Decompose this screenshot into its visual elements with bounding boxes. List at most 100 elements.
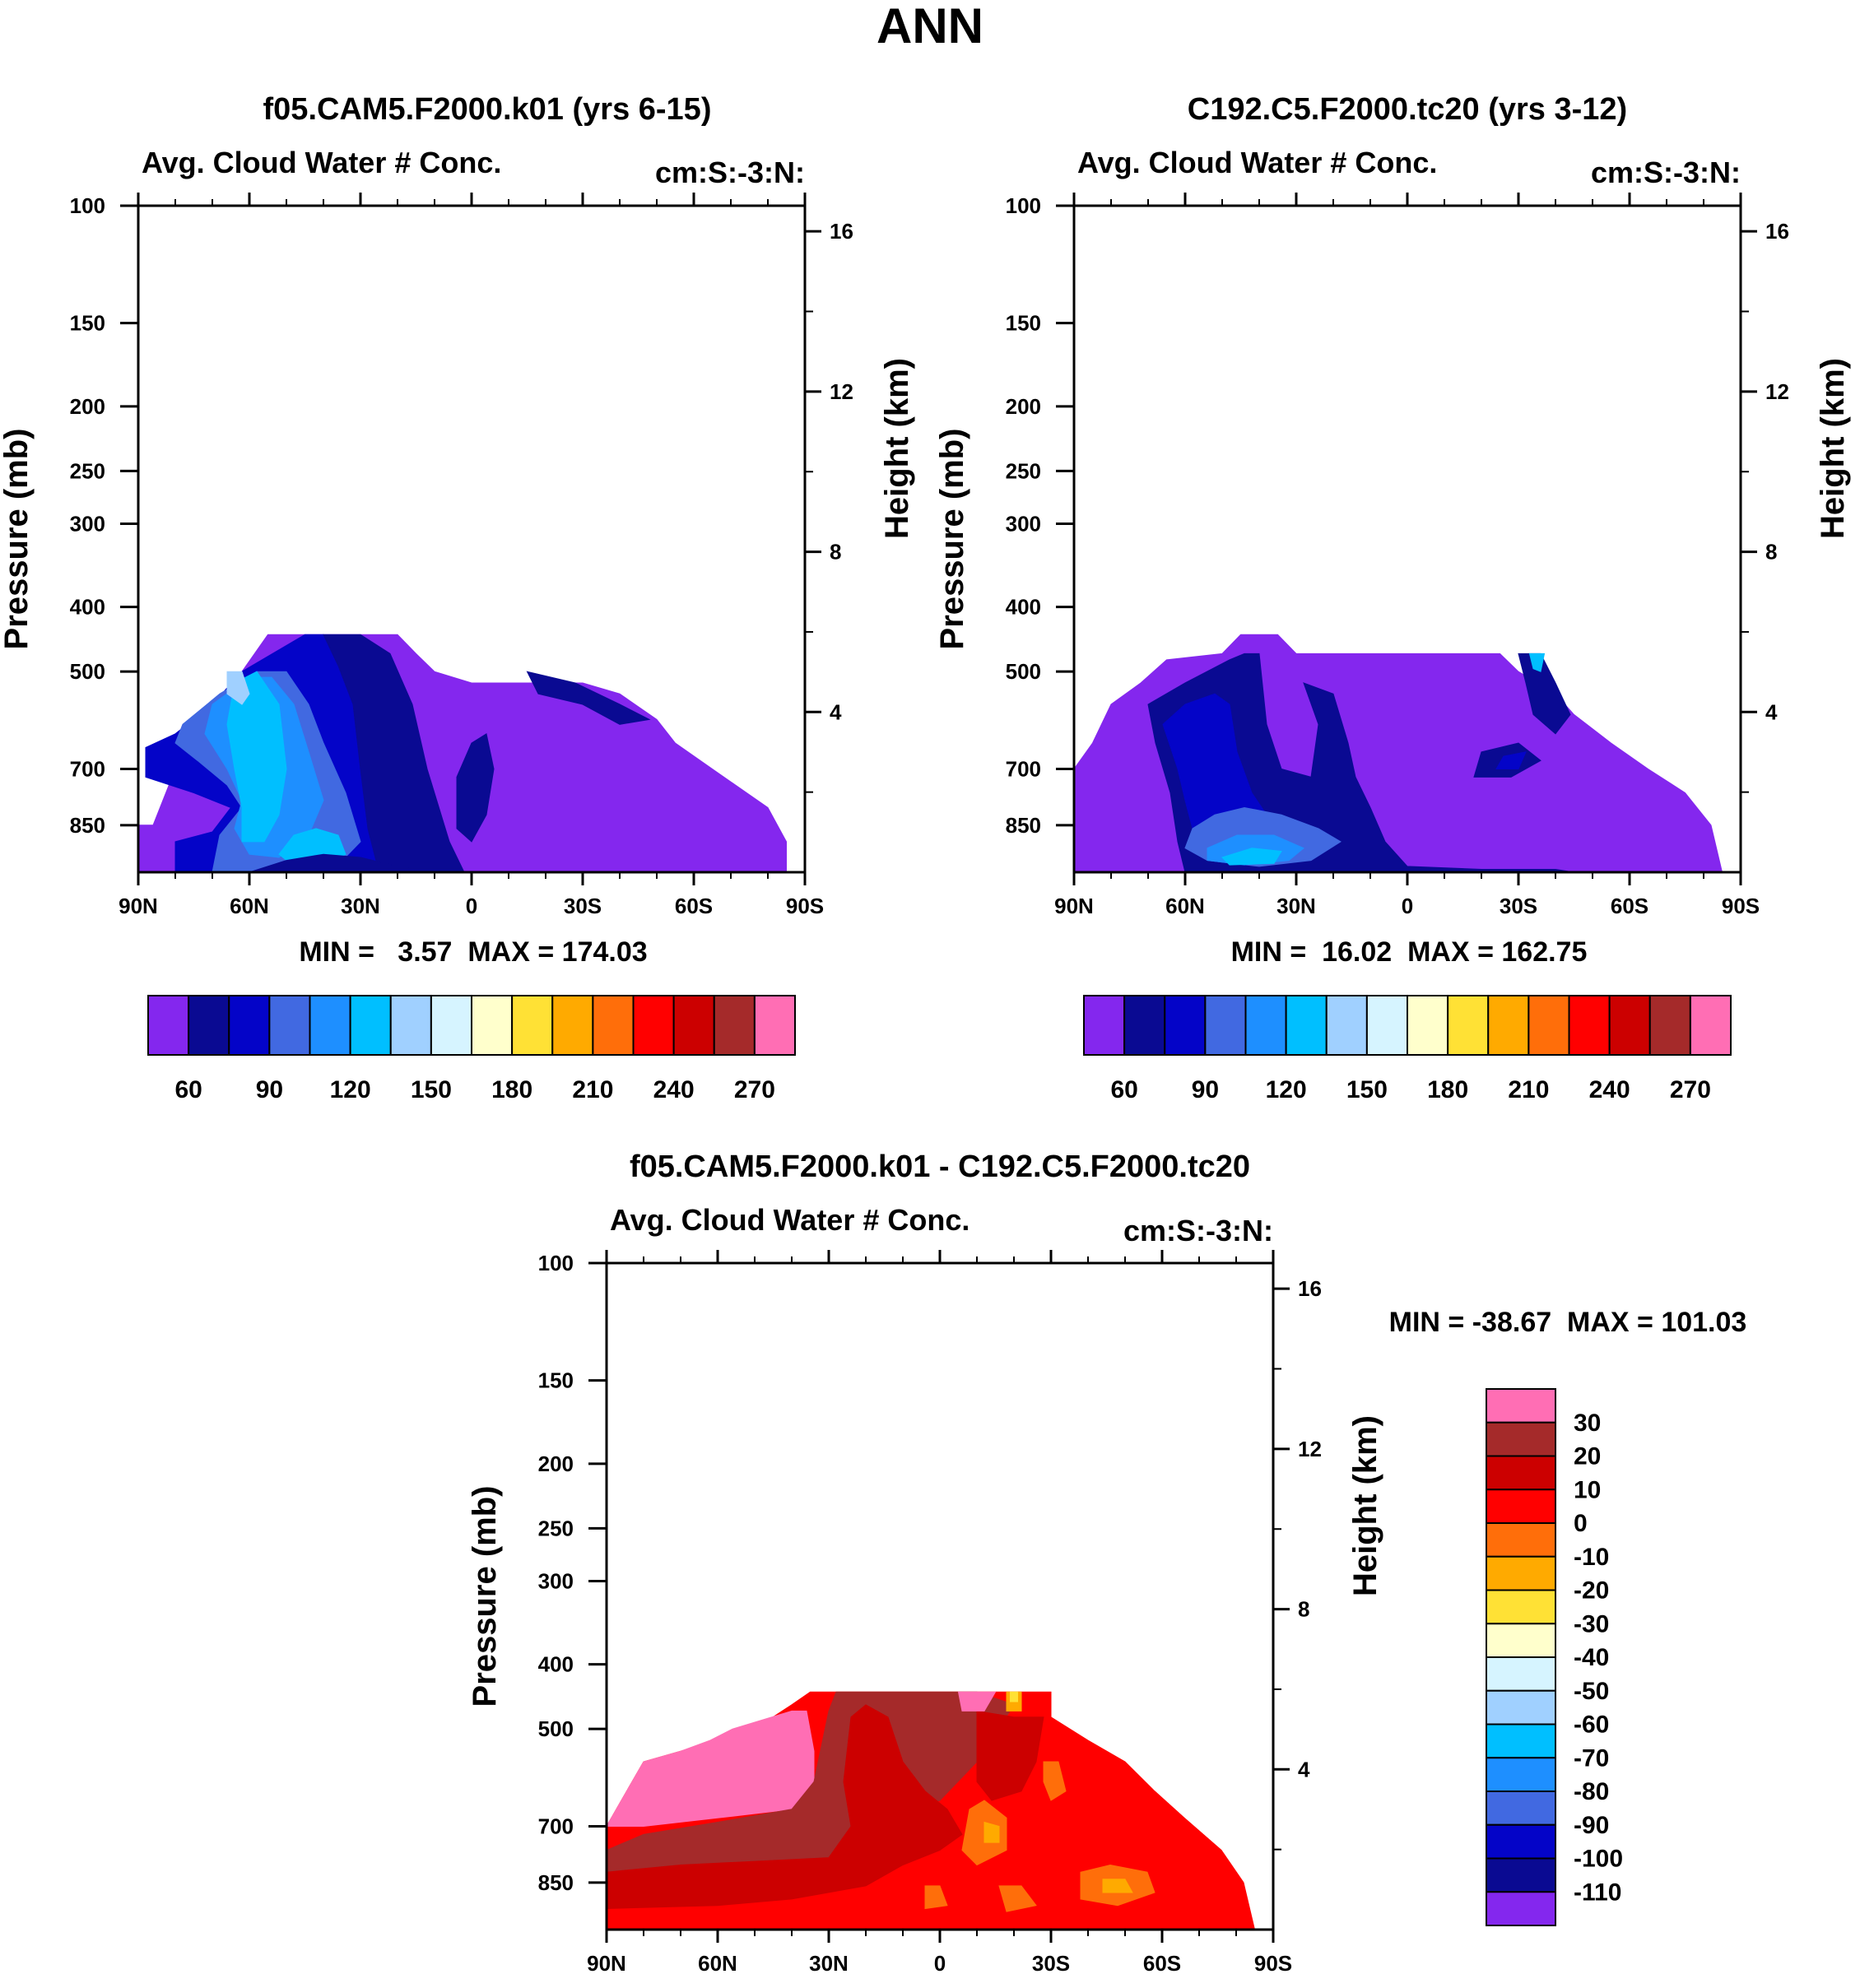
colorbar-label: 150 (1346, 1076, 1388, 1103)
colorbar-box (1285, 995, 1328, 1056)
colorbar-box (511, 995, 554, 1056)
colorbar-label: -50 (1574, 1678, 1609, 1705)
colorbar-box (1204, 995, 1247, 1056)
colorbar-box (1486, 1689, 1556, 1726)
y-tick-label: 700 (70, 757, 105, 782)
y2-tick-label: 4 (1765, 699, 1778, 724)
colorbar-box (188, 995, 230, 1056)
colorbar-box (471, 995, 514, 1056)
colorbar-label: -10 (1574, 1544, 1609, 1571)
y-tick-label: 200 (70, 394, 105, 419)
contour-region (957, 1691, 997, 1712)
colorbar-box (1486, 1891, 1556, 1926)
y2-tick-label: 12 (1765, 379, 1789, 404)
colorbar-label: 120 (330, 1076, 371, 1103)
colorbar-box (147, 995, 190, 1056)
y2-tick-label: 8 (830, 540, 841, 564)
colorbar-label: -110 (1574, 1879, 1621, 1906)
colorbar-box (349, 995, 392, 1056)
panel-title: f05.CAM5.F2000.k01 (yrs 6-15) (263, 92, 712, 127)
colorbar-box (592, 995, 635, 1056)
panel-test-run: C192.C5.F2000.tc20 (yrs 3-12) Avg. Cloud … (934, 92, 1851, 1103)
y-tick-label: 250 (538, 1516, 574, 1540)
x-tick-label: 90N (587, 1951, 626, 1976)
y-tick-label: 200 (1006, 394, 1041, 419)
colorbar-label: 60 (1110, 1076, 1137, 1103)
colorbar-box (1486, 1589, 1556, 1625)
y-tick-label: 150 (70, 311, 105, 336)
contour-fill (607, 1691, 1256, 1930)
contour-region (226, 671, 250, 705)
contour-region (226, 671, 287, 843)
x-tick-label: 30N (809, 1951, 849, 1976)
colorbar-box (1244, 995, 1287, 1056)
x-tick-label: 90N (119, 894, 158, 918)
y-tick-label: 150 (1006, 311, 1041, 336)
colorbar-box (1325, 995, 1368, 1056)
x-tick-label: 90S (1722, 894, 1760, 918)
y2-tick-label: 12 (1298, 1437, 1322, 1461)
y-tick-label: 300 (70, 511, 105, 536)
colorbar-box (1123, 995, 1166, 1056)
contour-region (1010, 1691, 1018, 1702)
colorbar-label: 210 (1508, 1076, 1549, 1103)
panel-difference: f05.CAM5.F2000.k01 - C192.C5.F2000.tc20 A… (467, 1150, 1746, 1976)
y-tick-label: 850 (70, 813, 105, 838)
colorbar-box (1407, 995, 1449, 1056)
colorbar-box (1486, 1489, 1556, 1524)
colorbar-box (672, 995, 715, 1056)
x-tick-label: 30S (1032, 1951, 1070, 1976)
colorbar-box (1486, 1791, 1556, 1826)
panel-title: C192.C5.F2000.tc20 (yrs 3-12) (1188, 92, 1627, 127)
subtitle-variable: Avg. Cloud Water # Conc. (610, 1203, 970, 1237)
colorbar-label: 210 (572, 1076, 613, 1103)
x-tick-label: 30N (1276, 894, 1316, 918)
y2-axis-label: Height (km) (1347, 1415, 1383, 1596)
y2-axis-label: Height (km) (879, 358, 915, 539)
colorbar-box (1528, 995, 1570, 1056)
colorbar-box (1486, 1656, 1556, 1692)
x-tick-label: 30N (341, 894, 380, 918)
colorbar-box (753, 995, 796, 1056)
colorbar-box (1365, 995, 1408, 1056)
colorbar-label: 120 (1266, 1076, 1307, 1103)
colorbar-box (228, 995, 271, 1056)
colorbar-box (1486, 1455, 1556, 1491)
contour-region (1495, 751, 1527, 769)
y-tick-label: 100 (1006, 193, 1041, 218)
x-tick-label: 60S (675, 894, 713, 918)
subtitle-units: cm:S:-3:N: (1591, 156, 1741, 189)
contour-region (1102, 1879, 1133, 1893)
colorbar-box (1648, 995, 1691, 1056)
contour-region (607, 1704, 963, 1910)
contour-region (983, 1821, 1000, 1843)
y-tick-label: 850 (538, 1870, 574, 1895)
y-tick-label: 500 (538, 1716, 574, 1741)
y-tick-label: 200 (538, 1452, 574, 1476)
colorbar-label: 90 (256, 1076, 283, 1103)
y-tick-label: 100 (538, 1251, 574, 1275)
colorbar-box (632, 995, 675, 1056)
y-tick-label: 250 (70, 458, 105, 483)
x-tick-label: 90S (1254, 1951, 1292, 1976)
colorbar-label: 270 (734, 1076, 775, 1103)
x-tick-label: 60S (1611, 894, 1648, 918)
x-tick-label: 90S (786, 894, 824, 918)
contour-region (526, 671, 651, 725)
y-tick-label: 100 (70, 193, 105, 218)
y2-tick-label: 12 (830, 379, 853, 404)
colorbar-label: 90 (1192, 1076, 1219, 1103)
y2-axis-label: Height (km) (1815, 358, 1851, 539)
x-tick-label: 60N (698, 1951, 737, 1976)
colorbar-box (1486, 1388, 1556, 1424)
colorbar-box (389, 995, 432, 1056)
colorbar-box (1486, 1757, 1556, 1792)
colorbar-box (268, 995, 311, 1056)
contour-region (998, 1885, 1037, 1912)
colorbar-label: 180 (1427, 1076, 1468, 1103)
contour-fill (138, 634, 787, 872)
colorbar-label: -30 (1574, 1610, 1609, 1637)
colorbar-box (1608, 995, 1651, 1056)
y2-tick-label: 4 (830, 699, 842, 724)
colorbar-box (309, 995, 351, 1056)
